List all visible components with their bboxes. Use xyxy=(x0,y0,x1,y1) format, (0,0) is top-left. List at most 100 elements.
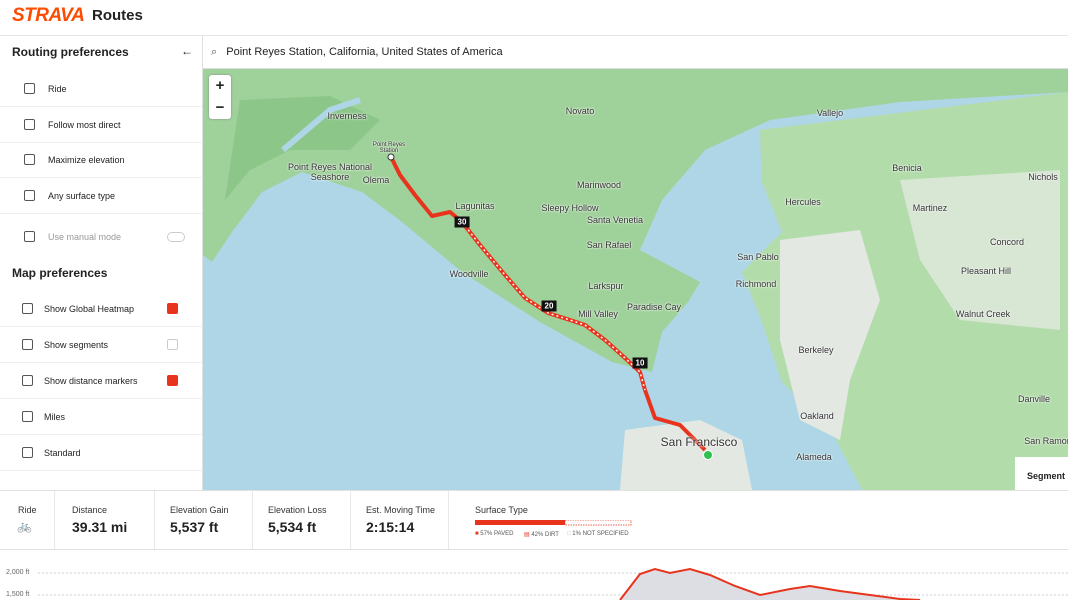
surface-title: Surface Type xyxy=(475,505,528,515)
option-label: Show distance markers xyxy=(44,375,138,386)
zoom-controls: + − xyxy=(209,75,231,119)
map-canvas xyxy=(203,69,1068,490)
option-label: Show segments xyxy=(44,339,109,350)
stat-label: Distance xyxy=(72,505,108,515)
legend-item: ■ 57% PAVED xyxy=(475,531,514,537)
place-label: Vallejo xyxy=(816,108,844,118)
segments-tab[interactable]: Segment xyxy=(1015,457,1068,490)
page-title: Routes xyxy=(92,7,143,24)
logo[interactable]: STRAVA xyxy=(12,5,85,26)
land xyxy=(225,96,380,200)
section-title: Map preferences xyxy=(12,266,108,280)
legend-item: ▤ 42% DIRT xyxy=(524,532,559,538)
surface-bar xyxy=(475,520,632,526)
option-icon xyxy=(24,83,35,94)
place-label: Lagunitas xyxy=(455,201,495,211)
place-label: San Pablo xyxy=(737,252,779,262)
search-text: Point Reyes Station, California, United … xyxy=(226,46,503,58)
option-label: Ride xyxy=(48,83,67,94)
option-row[interactable]: Show Global Heatmap xyxy=(0,291,202,327)
sidebar: Routing preferences ← Ride Follow most di… xyxy=(0,36,203,490)
place-label: Paradise Cay xyxy=(626,302,682,312)
place-label: Mill Valley xyxy=(578,309,618,319)
distance-marker: 20 xyxy=(541,300,557,312)
place-label: Marinwood xyxy=(576,180,622,190)
zoom-out[interactable]: − xyxy=(215,99,225,116)
elevation-chart: 2,000 ft 1,500 ft xyxy=(0,549,1068,600)
option-icon xyxy=(22,447,33,458)
place-label: Woodville xyxy=(449,269,489,279)
option-row[interactable]: Miles xyxy=(0,399,202,435)
place-label: Sleepy Hollow xyxy=(541,203,599,213)
separator xyxy=(252,491,253,549)
place-label: Novato xyxy=(565,106,595,116)
option-icon xyxy=(24,119,35,130)
legend-text: 42% DIRT xyxy=(531,532,559,538)
stat-label: Elevation Loss xyxy=(268,505,327,515)
place-label: Richmond xyxy=(735,279,777,289)
option-label: Miles xyxy=(44,411,66,422)
option-icon xyxy=(22,303,33,314)
zoom-in[interactable]: + xyxy=(215,77,225,94)
separator xyxy=(448,491,449,549)
paved-bar xyxy=(475,520,565,525)
option-row[interactable]: Show distance markers xyxy=(0,363,202,399)
option-row[interactable]: Use manual mode xyxy=(0,219,202,254)
stats-bar: Ride 🚲 Distance 39.31 mi Elevation Gain 5,5… xyxy=(0,490,1068,550)
place-label: Pleasant Hill xyxy=(960,266,1012,276)
place-label: Nichols xyxy=(1028,172,1058,182)
checkbox[interactable] xyxy=(167,303,178,314)
distance-marker: 30 xyxy=(454,216,470,228)
place-label: Hercules xyxy=(785,197,821,207)
option-row[interactable]: Show segments xyxy=(0,327,202,363)
option-row[interactable]: Follow most direct xyxy=(0,107,202,143)
place-label: Danville xyxy=(1017,394,1051,404)
distance-marker: 10 xyxy=(632,357,648,369)
place-label: San Ramon xyxy=(1024,436,1068,446)
legend-text: 57% PAVED xyxy=(480,531,514,537)
y-tick-label: 1,500 ft xyxy=(6,591,30,598)
dirt-bar xyxy=(564,520,632,526)
route-end xyxy=(703,450,713,460)
section-title: Routing preferences xyxy=(12,45,129,59)
option-label: Show Global Heatmap xyxy=(44,303,135,314)
place-label: Martinez xyxy=(912,203,948,213)
tomales-bay xyxy=(281,97,361,153)
checkbox[interactable] xyxy=(167,375,178,386)
stat-label: Elevation Gain xyxy=(170,505,229,515)
place-label: Point Reyes National Seashore xyxy=(287,162,373,182)
option-label: Maximize elevation xyxy=(48,154,125,165)
option-row[interactable]: Ride xyxy=(0,71,202,107)
place-label: Olema xyxy=(362,175,390,185)
option-row[interactable]: Maximize elevation xyxy=(0,142,202,178)
search-icon: ⌕ xyxy=(211,46,218,58)
toggle[interactable] xyxy=(167,231,185,242)
header: STRAVA Routes xyxy=(0,0,1068,36)
place-label: Inverness xyxy=(327,111,367,121)
option-icon xyxy=(24,154,35,165)
stat-value: 5,537 ft xyxy=(170,519,219,535)
option-row[interactable]: Standard xyxy=(0,435,202,471)
place-label: Alameda xyxy=(796,452,832,462)
urban xyxy=(900,170,1060,330)
place-label: Larkspur xyxy=(588,281,624,291)
collapse-button[interactable]: ← xyxy=(181,44,193,58)
search-bar[interactable]: ⌕ Point Reyes Station, California, Unite… xyxy=(203,36,1068,69)
place-label: Point Reyes Station xyxy=(372,142,406,154)
place-label: Walnut Creek xyxy=(955,309,1011,319)
legend-item: □ 1% NOT SPECIFIED xyxy=(567,531,629,537)
stat-label: Est. Moving Time xyxy=(366,505,436,515)
place-label: San Rafael xyxy=(586,240,632,250)
y-tick-label: 2,000 ft xyxy=(6,569,30,576)
land xyxy=(203,69,1068,372)
stat-value: 39.31 mi xyxy=(72,519,128,535)
place-label: San Francisco xyxy=(660,435,738,449)
stat-value: 2:15:14 xyxy=(366,519,415,535)
option-row[interactable]: Any surface type xyxy=(0,178,202,214)
separator xyxy=(154,491,155,549)
place-label: Santa Venetia xyxy=(586,215,644,225)
land xyxy=(620,420,752,490)
map[interactable]: + − Inverness Point Reyes Station Point Rey… xyxy=(203,69,1068,490)
checkbox[interactable] xyxy=(167,339,178,350)
